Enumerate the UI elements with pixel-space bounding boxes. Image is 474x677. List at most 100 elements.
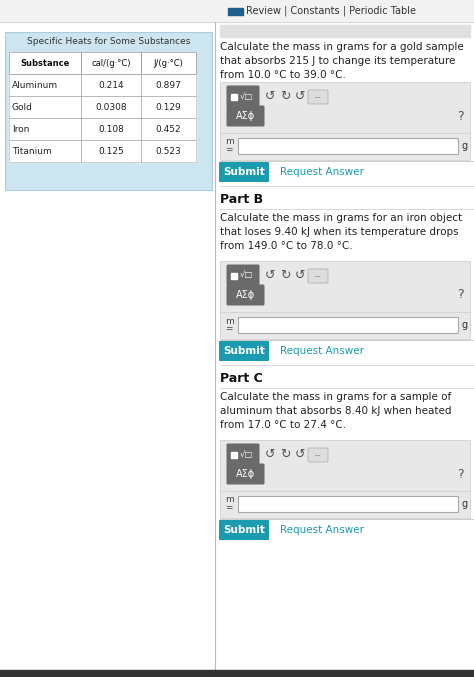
- FancyBboxPatch shape: [227, 265, 259, 286]
- Bar: [9, 140, 81, 162]
- Text: 0.214: 0.214: [98, 81, 124, 89]
- Bar: [141, 74, 196, 96]
- Text: Aluminum: Aluminum: [12, 81, 58, 89]
- Text: cal/(g·°C): cal/(g·°C): [91, 58, 131, 68]
- Text: √□: √□: [239, 450, 253, 458]
- Text: Substance: Substance: [20, 58, 70, 68]
- Text: J/(g·°C): J/(g·°C): [154, 58, 183, 68]
- FancyBboxPatch shape: [227, 443, 259, 464]
- Text: Calculate the mass in grams for a sample of
aluminum that absorbs 8.40 kJ when h: Calculate the mass in grams for a sample…: [220, 392, 452, 430]
- Bar: [141, 52, 196, 74]
- Text: 0.125: 0.125: [98, 146, 124, 156]
- Text: Titanium: Titanium: [12, 146, 52, 156]
- Text: ?: ?: [456, 468, 463, 481]
- Text: ↻: ↻: [280, 269, 290, 282]
- Text: AΣϕ: AΣϕ: [236, 290, 255, 300]
- Text: g: g: [462, 499, 468, 509]
- Text: =: =: [225, 504, 233, 512]
- Text: Request Answer: Request Answer: [280, 346, 364, 356]
- Text: =: =: [225, 146, 233, 154]
- Text: AΣϕ: AΣϕ: [236, 111, 255, 121]
- Text: ↺: ↺: [265, 269, 275, 282]
- Text: ↺: ↺: [295, 269, 305, 282]
- Text: ↺: ↺: [295, 447, 305, 460]
- FancyBboxPatch shape: [227, 284, 264, 305]
- Text: ...: ...: [315, 93, 321, 99]
- Text: ↻: ↻: [280, 89, 290, 102]
- Text: Iron: Iron: [12, 125, 29, 133]
- Text: 0.897: 0.897: [155, 81, 182, 89]
- Bar: [220, 25, 470, 37]
- Bar: [141, 140, 196, 162]
- Bar: [81, 118, 141, 140]
- Text: AΣϕ: AΣϕ: [236, 469, 255, 479]
- FancyBboxPatch shape: [308, 269, 328, 283]
- FancyBboxPatch shape: [220, 261, 470, 339]
- Text: =: =: [225, 324, 233, 334]
- Text: m: m: [225, 137, 234, 146]
- FancyBboxPatch shape: [238, 496, 458, 512]
- Text: Calculate the mass in grams for a gold sample
that absorbs 215 J to change its t: Calculate the mass in grams for a gold s…: [220, 42, 464, 80]
- Text: 0.452: 0.452: [155, 125, 182, 133]
- Bar: [228, 8, 235, 15]
- FancyBboxPatch shape: [238, 138, 458, 154]
- Text: 0.129: 0.129: [155, 102, 182, 112]
- FancyBboxPatch shape: [238, 317, 458, 333]
- Text: Gold: Gold: [12, 102, 33, 112]
- FancyBboxPatch shape: [220, 82, 470, 160]
- Bar: [0, 0, 474, 22]
- Bar: [81, 52, 141, 74]
- Bar: [81, 140, 141, 162]
- Bar: [9, 118, 81, 140]
- FancyBboxPatch shape: [308, 90, 328, 104]
- FancyBboxPatch shape: [227, 464, 264, 485]
- Text: ?: ?: [456, 288, 463, 301]
- Text: Request Answer: Request Answer: [280, 167, 364, 177]
- FancyBboxPatch shape: [227, 85, 259, 106]
- Text: Calculate the mass in grams for an iron object
that loses 9.40 kJ when its tempe: Calculate the mass in grams for an iron …: [220, 213, 462, 251]
- Bar: [9, 96, 81, 118]
- Text: ...: ...: [315, 272, 321, 278]
- Text: m: m: [225, 317, 234, 326]
- Bar: [141, 96, 196, 118]
- Text: g: g: [462, 320, 468, 330]
- Text: Submit: Submit: [223, 525, 265, 535]
- Text: Part B: Part B: [220, 193, 263, 206]
- Text: ↺: ↺: [265, 89, 275, 102]
- Text: ↺: ↺: [295, 89, 305, 102]
- Text: √□: √□: [239, 91, 253, 100]
- Bar: [231, 452, 237, 458]
- Text: m: m: [225, 496, 234, 504]
- Bar: [231, 94, 237, 100]
- Bar: [81, 74, 141, 96]
- Text: ↺: ↺: [265, 447, 275, 460]
- Text: Part C: Part C: [220, 372, 263, 385]
- Bar: [0, 670, 474, 677]
- Text: g: g: [462, 141, 468, 151]
- Text: Request Answer: Request Answer: [280, 525, 364, 535]
- FancyBboxPatch shape: [227, 106, 264, 127]
- Bar: [231, 273, 237, 279]
- Text: ?: ?: [456, 110, 463, 123]
- Bar: [236, 8, 243, 15]
- FancyBboxPatch shape: [5, 32, 212, 190]
- Text: ...: ...: [315, 451, 321, 457]
- Bar: [141, 118, 196, 140]
- FancyBboxPatch shape: [220, 440, 470, 518]
- FancyBboxPatch shape: [308, 448, 328, 462]
- Text: 0.523: 0.523: [155, 146, 182, 156]
- Bar: [81, 96, 141, 118]
- Bar: [9, 74, 81, 96]
- Text: 0.108: 0.108: [98, 125, 124, 133]
- Text: Submit: Submit: [223, 346, 265, 356]
- Text: √□: √□: [239, 271, 253, 280]
- Text: Review | Constants | Periodic Table: Review | Constants | Periodic Table: [246, 5, 416, 16]
- Text: Specific Heats for Some Substances: Specific Heats for Some Substances: [27, 37, 190, 45]
- Text: ↻: ↻: [280, 447, 290, 460]
- Text: Submit: Submit: [223, 167, 265, 177]
- FancyBboxPatch shape: [219, 341, 269, 361]
- Text: 0.0308: 0.0308: [95, 102, 127, 112]
- FancyBboxPatch shape: [219, 520, 269, 540]
- FancyBboxPatch shape: [219, 162, 269, 182]
- Bar: [9, 52, 81, 74]
